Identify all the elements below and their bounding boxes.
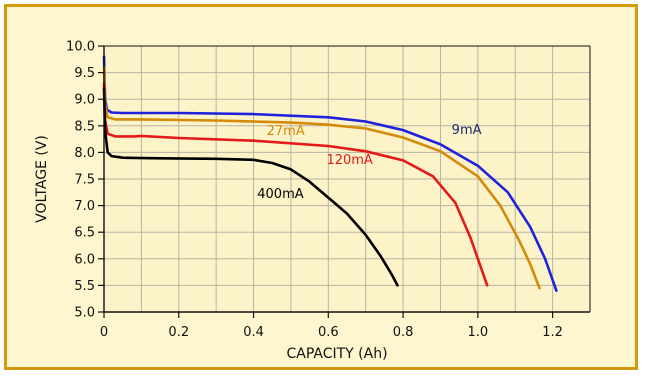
- y-tick-label: 6.0: [74, 252, 95, 267]
- x-tick-labels: 0 0.2 0.4 0.6 0.8 1.0 1.2: [100, 325, 563, 340]
- x-tick-label: 1.0: [468, 325, 489, 340]
- axes: [98, 45, 591, 318]
- series-label-400mA: 400mA: [257, 187, 303, 202]
- y-tick-label: 9.5: [74, 66, 95, 81]
- y-tick-label: 9.0: [74, 93, 95, 108]
- y-tick-label: 5.0: [74, 306, 95, 321]
- y-tick-label: 8.5: [74, 119, 95, 134]
- series-line-120mA: [102, 81, 489, 287]
- y-tick-label: 6.5: [74, 226, 95, 241]
- series-line-9mA: [102, 55, 558, 292]
- series-label-9mA: 9mA: [452, 123, 482, 138]
- series-label-120mA: 120mA: [326, 153, 372, 168]
- x-tick-label: 0: [100, 325, 108, 340]
- y-tick-label: 5.5: [74, 279, 95, 294]
- series-labels: 9mA 27mA 120mA 400mA: [257, 123, 481, 202]
- x-tick-label: 0.6: [318, 325, 339, 340]
- x-tick-label: 0.8: [393, 325, 414, 340]
- y-tick-label: 8.0: [74, 146, 95, 161]
- x-axis-title: CAPACITY (Ah): [286, 346, 387, 362]
- series-line-27mA: [102, 66, 541, 290]
- y-tick-labels: 5.0 5.5 6.0 6.5 7.0 7.5 8.0 8.5 9.0 9.5 10.0: [66, 40, 95, 321]
- y-axis-title: VOLTAGE (V): [34, 135, 50, 223]
- x-tick-label: 1.2: [542, 325, 563, 340]
- y-tick-label: 10.0: [66, 40, 95, 55]
- x-tick-label: 0.2: [168, 325, 189, 340]
- x-tick-label: 0.4: [243, 325, 264, 340]
- y-tick-label: 7.0: [74, 199, 95, 214]
- y-tick-label: 7.5: [74, 173, 95, 188]
- series-label-27mA: 27mA: [267, 124, 305, 139]
- series-lines: [102, 55, 558, 292]
- series-line-400mA: [102, 87, 399, 287]
